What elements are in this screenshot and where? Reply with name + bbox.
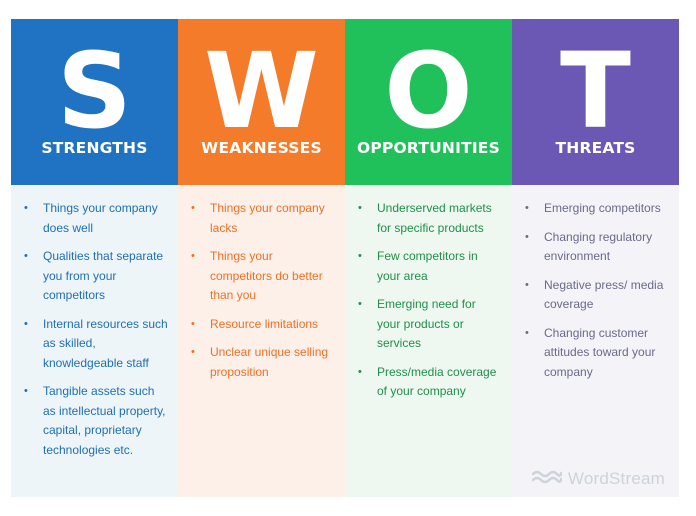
weaknesses-letter: W [204, 30, 319, 152]
list-item: • Changing customer attitudes toward your… [525, 324, 669, 383]
list-item: • Tangible assets such as intellectual pr… [24, 382, 168, 460]
list-item-text: Changing regulatory environment [544, 229, 653, 264]
list-item-text: Qualities that separate you from your co… [43, 249, 164, 302]
bullet-icon: • [24, 202, 28, 214]
list-item: • Negative press/ media coverage [525, 276, 669, 315]
strengths-body: • Things your company does well • Qualitie… [11, 185, 178, 497]
list-item: • Emerging competitors [525, 199, 669, 219]
list-item-text: Resource limitations [210, 316, 319, 331]
list-item: • Resource limitations [191, 315, 335, 335]
bullet-icon: • [191, 202, 195, 214]
list-item: • Qualities that separate you from your c… [24, 247, 168, 306]
threats-body: • Emerging competitors • Changing regulato… [512, 185, 679, 497]
list-item: • Unclear unique selling proposition [191, 343, 335, 382]
strengths-column: S STRENGTHS • Things your company does we… [11, 19, 178, 497]
bullet-icon: • [525, 278, 529, 291]
threats-letter: T [560, 30, 631, 152]
threats-title: THREATS [555, 139, 636, 157]
list-item: • Underserved markets for specific produc… [358, 199, 502, 238]
bullet-icon: • [191, 250, 195, 262]
list-item-text: Things your competitors do better than y… [210, 249, 323, 302]
bullet-icon: • [191, 346, 195, 358]
bullet-icon: • [24, 250, 28, 262]
list-item-text: Few competitors in your area [377, 249, 478, 283]
list-item-text: Tangible assets such as intellectual pro… [43, 384, 166, 457]
wordstream-waves-logo-icon [531, 470, 563, 489]
bullet-icon: • [358, 365, 362, 378]
strengths-header: S STRENGTHS [11, 19, 178, 185]
opportunities-header: O OPPORTUNITIES [345, 19, 512, 185]
list-item-text: Things your company does well [43, 201, 158, 235]
threats-header: T THREATS [512, 19, 679, 185]
bullet-icon: • [525, 326, 529, 339]
list-item-text: Emerging need for your products or servi… [377, 297, 476, 350]
list-item-text: Internal resources such as skilled, know… [43, 316, 168, 370]
weaknesses-body: • Things your company lacks • Things your … [178, 185, 345, 497]
bullet-icon: • [525, 230, 529, 243]
list-item: • Changing regulatory environment [525, 228, 669, 267]
bullet-icon: • [358, 298, 362, 310]
weaknesses-list: • Things your company lacks • Things your … [178, 199, 345, 382]
list-item: • Press/media coverage of your company [358, 363, 502, 402]
list-item-text: Emerging competitors [544, 201, 661, 215]
bullet-icon: • [24, 317, 28, 330]
list-item: • Few competitors in your area [358, 247, 502, 286]
bullet-icon: • [191, 317, 195, 330]
weaknesses-title: WEAKNESSES [201, 139, 322, 157]
list-item: • Things your company lacks [191, 199, 335, 238]
list-item: • Emerging need for your products or serv… [358, 295, 502, 354]
list-item: • Things your company does well [24, 199, 168, 238]
list-item-text: Negative press/ media coverage [544, 277, 664, 312]
list-item-text: Changing customer attitudes toward your … [544, 325, 656, 379]
list-item-text: Underserved markets for specific product… [377, 201, 492, 235]
strengths-list: • Things your company does well • Qualitie… [11, 199, 178, 460]
list-item-text: Things your company lacks [210, 201, 325, 235]
opportunities-title: OPPORTUNITIES [357, 139, 500, 157]
weaknesses-header: W WEAKNESSES [178, 19, 345, 185]
bullet-icon: • [358, 250, 362, 262]
swot-diagram: S STRENGTHS • Things your company does we… [11, 19, 679, 497]
strengths-title: STRENGTHS [41, 139, 148, 157]
strengths-letter: S [57, 30, 132, 152]
weaknesses-column: W WEAKNESSES • Things your company lacks … [178, 19, 345, 497]
bullet-icon: • [525, 202, 529, 214]
wordstream-watermark: WordStream [531, 469, 665, 489]
threats-list: • Emerging competitors • Changing regulato… [512, 199, 679, 382]
opportunities-letter: O [384, 30, 473, 152]
opportunities-body: • Underserved markets for specific produc… [345, 185, 512, 497]
bullet-icon: • [24, 385, 28, 397]
list-item: • Internal resources such as skilled, kno… [24, 315, 168, 374]
opportunities-list: • Underserved markets for specific produc… [345, 199, 512, 402]
threats-column: T THREATS • Emerging competitors • Changin… [512, 19, 679, 497]
list-item-text: Press/media coverage of your company [377, 364, 497, 399]
wordstream-watermark-text: WordStream [567, 469, 665, 488]
list-item: • Things your competitors do better than … [191, 247, 335, 306]
list-item-text: Unclear unique selling proposition [210, 345, 329, 379]
bullet-icon: • [358, 202, 362, 214]
opportunities-column: O OPPORTUNITIES • Underserved markets for… [345, 19, 512, 497]
